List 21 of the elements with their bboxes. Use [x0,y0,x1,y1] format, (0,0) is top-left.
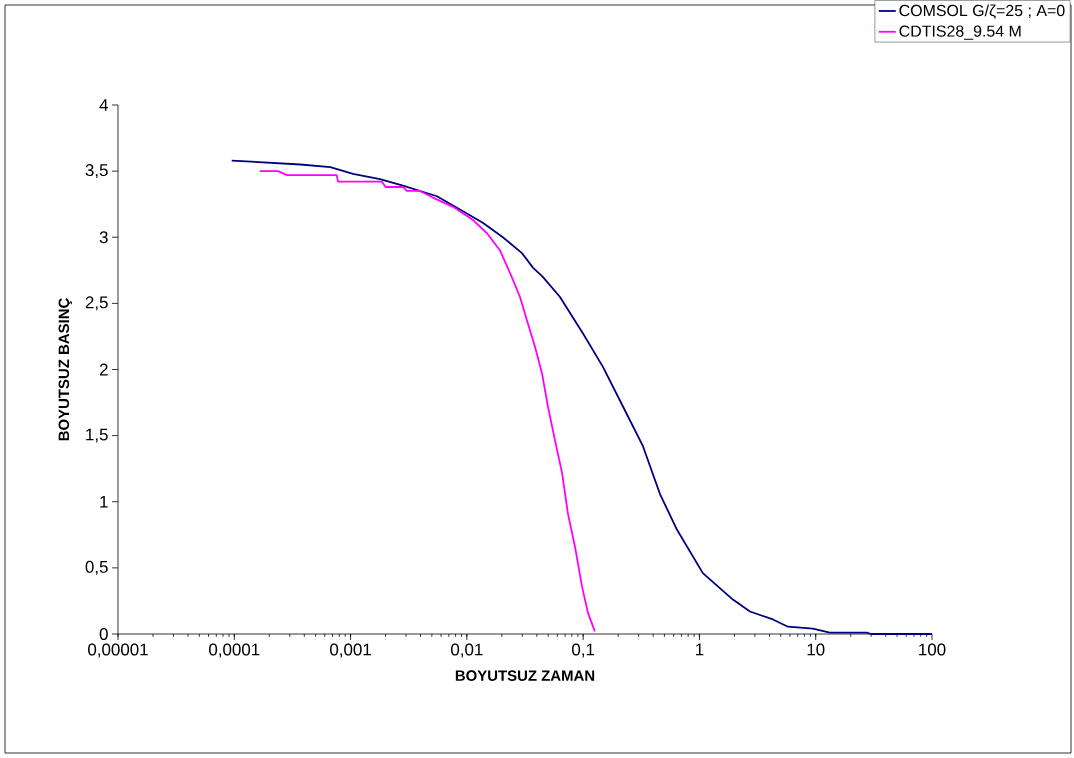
x-tick-label: 1 [696,643,704,656]
x-tick-label: 0,001 [330,643,371,658]
y-tick-label: 2,5 [85,296,108,311]
x-tick-label: 0,00001 [88,643,148,658]
y-tick-label: 0 [99,628,108,640]
x-tick-label: 10 [807,643,825,656]
y-tick-label: 4 [99,99,108,111]
y-tick-label: 2 [99,363,108,376]
y-tick-label: 0,5 [85,560,108,575]
x-tick-label: 0,1 [572,643,595,658]
y-tick-label: 3,5 [85,164,108,179]
x-axis-title: BOYUTSUZ ZAMAN [455,670,595,681]
x-tick-label: 0,01 [451,643,483,658]
y-tick-label: 1 [100,495,108,508]
legend-label: COMSOL G/ζ=25 ; A=0 [899,4,1065,19]
x-tick-label: 0,0001 [209,643,260,658]
y-tick-label: 3 [99,231,108,244]
y-tick-label: 1,5 [86,428,108,443]
x-tick-label: 100 [919,643,946,656]
y-axis-title: BOYUTSUZ BASINÇ [58,298,73,441]
legend-label: CDTIS28_9.54 M [899,25,1021,40]
